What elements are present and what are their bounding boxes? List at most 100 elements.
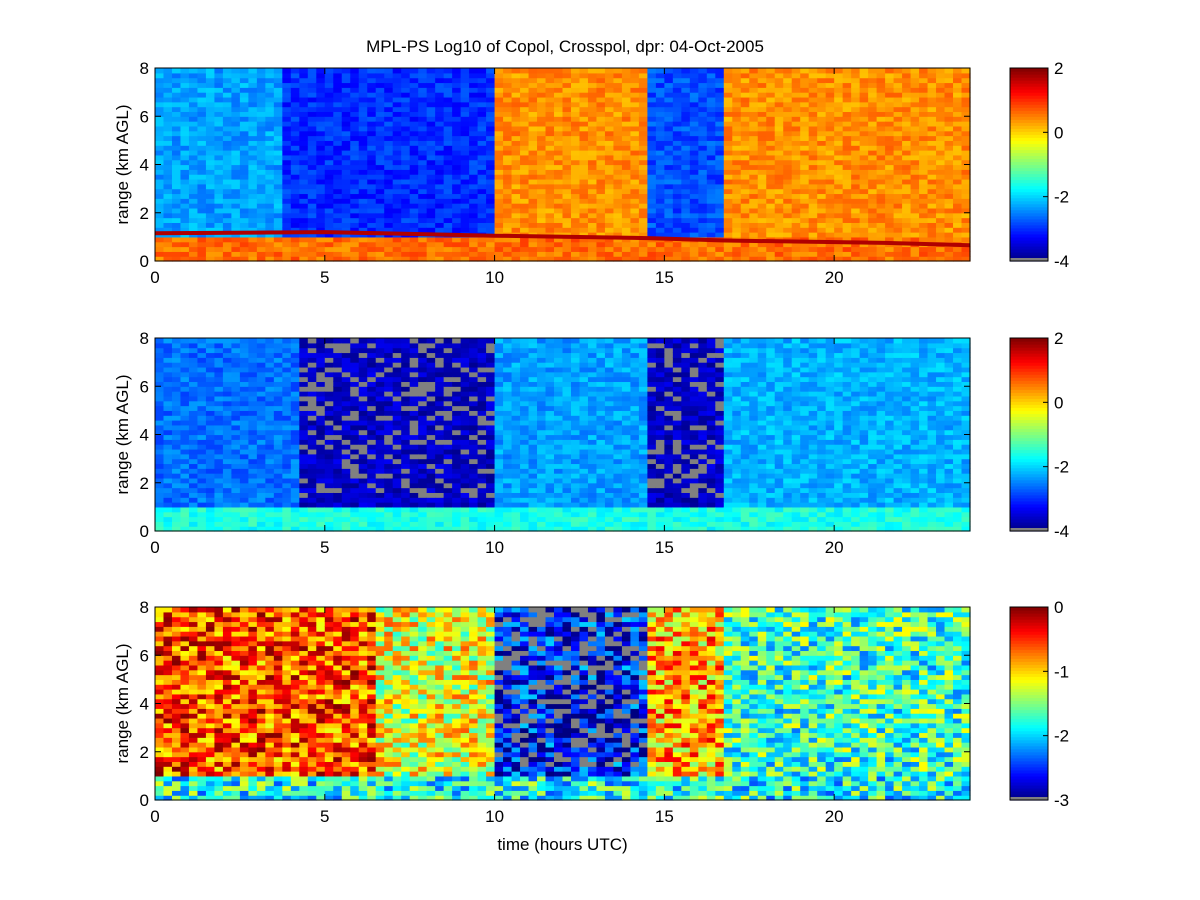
heatmap-cell [435, 251, 445, 257]
heatmap-cell [273, 178, 283, 185]
heatmap-cell [486, 77, 496, 84]
heatmap-cell [222, 506, 233, 513]
heatmap-cell [375, 130, 385, 137]
heatmap-cell [953, 246, 963, 252]
heatmap-cell [902, 77, 912, 84]
heatmap-cell [375, 150, 385, 156]
heatmap-cell [333, 429, 343, 436]
heatmap-cell [520, 150, 530, 156]
heatmap-cell [486, 203, 496, 209]
heatmap-cell [333, 362, 343, 368]
heatmap-cell [426, 101, 436, 108]
heatmap-cell [435, 164, 445, 170]
heatmap-cell [800, 212, 810, 219]
heatmap-cell [341, 511, 351, 518]
heatmap-cell [197, 140, 207, 146]
heatmap-cell [715, 241, 725, 248]
heatmap-cell [936, 101, 946, 108]
heatmap-cell [613, 203, 623, 209]
heatmap-cell [231, 241, 241, 248]
heatmap-cell [876, 251, 886, 257]
heatmap-cell [834, 159, 844, 166]
heatmap-cell [188, 424, 199, 431]
heatmap-cell [961, 256, 971, 262]
heatmap-cell [282, 492, 292, 498]
heatmap-cell [282, 140, 292, 146]
heatmap-cell [273, 444, 283, 450]
heatmap-cell [876, 159, 886, 166]
heatmap-cell [222, 130, 233, 137]
heatmap-cell [324, 415, 334, 421]
heatmap-cell [324, 217, 334, 223]
heatmap-cell [256, 487, 266, 493]
heatmap-cell [341, 429, 351, 436]
heatmap-cell [766, 96, 776, 103]
heatmap-cell [919, 135, 929, 141]
heatmap-cell [919, 96, 929, 103]
heatmap-cell [486, 125, 496, 132]
heatmap-cell [698, 222, 708, 228]
heatmap-cell [282, 502, 292, 508]
heatmap-cell [265, 482, 275, 489]
heatmap-cell [842, 130, 852, 137]
heatmap-cell [604, 188, 615, 195]
heatmap-cell [494, 121, 504, 127]
heatmap-cell [341, 400, 351, 407]
heatmap-cell [630, 116, 640, 122]
heatmap-cell [180, 150, 190, 156]
heatmap-cell [851, 178, 861, 185]
heatmap-cell [528, 188, 538, 195]
heatmap-cell [205, 72, 216, 79]
heatmap-cell [749, 121, 759, 127]
heatmap-cell [401, 212, 411, 219]
heatmap-cell [265, 376, 275, 383]
heatmap-cell [333, 77, 343, 84]
heatmap-cell [638, 96, 648, 103]
heatmap-cell [808, 232, 818, 238]
heatmap-cell [197, 68, 207, 74]
heatmap-cell [503, 212, 513, 219]
heatmap-cell [358, 366, 368, 373]
heatmap-cell [791, 92, 801, 98]
heatmap-cell [562, 111, 572, 117]
heatmap-cell [638, 241, 648, 248]
heatmap-cell [171, 511, 182, 518]
heatmap-cell [469, 212, 479, 219]
heatmap-cell [638, 188, 648, 195]
heatmap-cell [825, 169, 835, 175]
heatmap-cell [180, 92, 190, 98]
heatmap-cell [800, 169, 810, 175]
heatmap-cell [341, 502, 351, 508]
heatmap-cell [732, 130, 742, 137]
heatmap-cell [163, 236, 173, 243]
heatmap-cell [953, 106, 963, 113]
heatmap-cell [469, 82, 479, 88]
heatmap-cell [774, 193, 784, 199]
heatmap-cell [800, 222, 810, 228]
heatmap-cell [273, 424, 283, 431]
heatmap-cell [273, 198, 283, 204]
heatmap-cell [910, 227, 920, 233]
heatmap-cell [520, 178, 530, 185]
heatmap-cell [367, 381, 377, 387]
heatmap-cell [180, 424, 190, 431]
heatmap-cell [239, 154, 249, 161]
heatmap-cell [426, 222, 436, 228]
heatmap-cell [401, 207, 411, 214]
heatmap-cell [324, 164, 334, 170]
heatmap-cell [197, 342, 207, 349]
heatmap-cell [919, 140, 929, 146]
heatmap-cell [171, 116, 182, 122]
heatmap-cell [307, 366, 317, 373]
heatmap-cell [681, 232, 691, 238]
heatmap-cell [384, 246, 394, 252]
heatmap-cell [621, 217, 632, 223]
heatmap-cell [214, 371, 224, 378]
heatmap-cell [706, 125, 716, 132]
heatmap-cell [256, 111, 266, 117]
heatmap-cell [231, 116, 241, 122]
heatmap-cell [307, 506, 317, 513]
heatmap-cell [205, 169, 216, 175]
heatmap-cell [503, 183, 513, 190]
heatmap-cell [452, 198, 462, 204]
